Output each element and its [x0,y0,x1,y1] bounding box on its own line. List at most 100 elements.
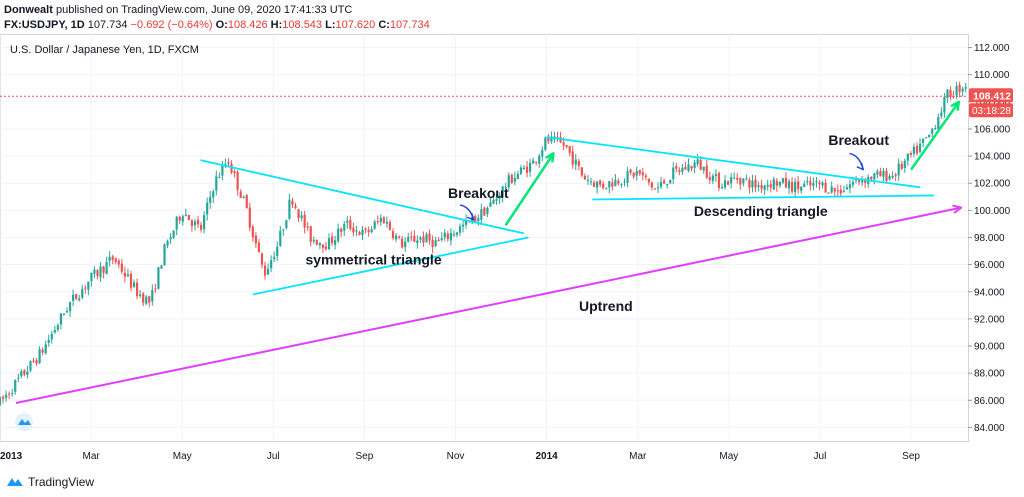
candle-body [175,216,178,230]
candle-body [666,184,669,186]
candle-body [864,179,867,184]
candle-body [47,339,50,343]
open-label: O: [215,19,228,31]
high-label: H: [270,19,283,31]
candle-body [620,184,623,186]
candle-body [376,221,379,223]
candle-body [279,230,282,246]
candle-body [824,182,827,193]
candle-body [602,183,605,188]
candle-body [242,196,245,198]
candle-body [273,257,276,260]
candle-body [20,371,23,377]
desc-triangle-lower [592,194,934,201]
candle-body [465,220,468,225]
open-value: 108.426 [227,19,268,31]
y-tick-label: 96.000 [974,260,1005,271]
candle-body [522,167,526,170]
candle-body [952,96,955,98]
x-tick-label: Sep [356,451,374,462]
candle-body [726,181,730,185]
candle-body [641,172,644,176]
candle-body [38,349,41,363]
candle-body [571,151,574,165]
candle-body [306,226,309,228]
candle-body [169,237,172,240]
candle-body [544,137,547,150]
candle-body [845,187,849,190]
candle-body [41,349,44,353]
candle-body [300,215,303,219]
candle-body [1,397,5,399]
candle-body [99,266,102,278]
candle-body [955,86,958,96]
candle-body [245,195,248,209]
candle-body [44,344,47,354]
candle-body [720,187,724,189]
candle-body [672,167,675,180]
candle-body [452,234,456,236]
candle-body [93,269,96,274]
candle-body [254,235,258,244]
breakout-arrow-1-head [466,212,475,221]
y-tick-label: 84.000 [974,423,1005,434]
candle-body [114,258,117,262]
candle-body [498,197,501,199]
price-chart[interactable]: 84.000 86.000 88.000 90.000 92.000 94.000 96.0… [0,34,1024,472]
candle-body [565,144,568,147]
candle-body [909,153,912,155]
y-tick-label: 88.000 [974,369,1005,380]
x-tick-label: May [719,451,738,462]
x-tick-label: Nov [447,451,465,462]
x-tick-label: Mar [629,451,647,462]
candle-body [324,246,328,250]
tv-cloud-icon[interactable] [15,413,33,431]
candle-body [14,379,17,392]
candle-body [763,185,766,190]
candle-body [705,165,708,178]
candle-body [413,235,416,242]
candle-body [203,215,206,230]
y-tick-label: 90.000 [974,342,1005,353]
candle-body [870,176,873,180]
x-tick-label: 2013 [0,451,23,462]
candle-body [690,166,693,169]
candle-body [178,216,181,221]
x-tick-label: Mar [82,451,100,462]
candle-body [303,214,306,228]
candle-body [148,296,151,303]
candle-body [282,229,285,231]
candle-body [611,182,614,187]
candle-body [790,182,794,192]
candle-body [4,394,8,398]
candle-body [809,180,812,186]
candle-body [754,179,757,188]
candle-body [23,370,26,375]
candle-body [675,166,678,169]
candle-body [184,214,187,216]
candle-body [96,270,99,276]
candle-body [714,174,718,176]
candle-body [297,209,300,219]
candle-body [629,169,632,173]
candle-body [227,162,230,164]
candle-body [276,246,279,257]
countdown: 03:18:28 [972,106,1011,117]
candle-body [946,89,949,99]
candle-body [251,226,254,238]
candle-body [516,173,519,180]
candle-body [772,179,775,190]
candle-body [181,216,184,222]
green-arrow-1-head [545,152,555,163]
candle-body [650,182,654,188]
candle-body [528,162,532,172]
candle-body [446,233,449,240]
candle-body [623,181,626,183]
annotation-label: Uptrend [579,298,633,314]
brand-name: TradingView [28,475,95,489]
candle-body [477,218,480,222]
candle-body [215,176,218,191]
candle-body [233,171,236,174]
candle-body [961,88,964,92]
symbol-line: FX:USDJPY, 1D 107.734 −0.692 (−0.64%) O:… [4,19,430,31]
